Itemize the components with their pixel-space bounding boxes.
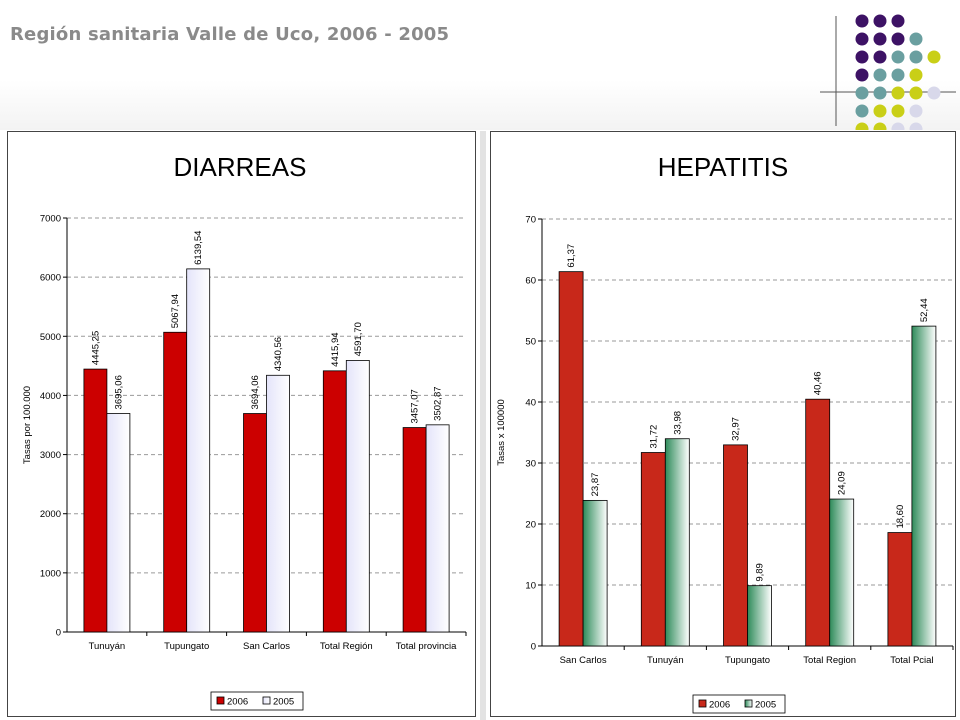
bar-2006 xyxy=(243,413,267,633)
data-label: 3502,87 xyxy=(433,386,444,420)
y-tick-label: 70 xyxy=(525,215,536,226)
bar-2006 xyxy=(322,370,347,633)
data-label: 24,09 xyxy=(837,471,848,495)
legend-swatch-2006 xyxy=(698,699,707,708)
chart-panel-hepatitis: HEPATITIS 0 10 20 30 40 50 60 70 Tasas x 100000 Sa… xyxy=(490,131,956,717)
decorative-dot xyxy=(873,32,887,46)
decorative-dot xyxy=(873,50,887,64)
bar-2006 xyxy=(558,271,584,647)
data-label: 40,46 xyxy=(813,371,824,395)
decorative-dot xyxy=(855,50,869,64)
chart-panel-diarreas: DIARREAS 0 1000 2000 3000 4000 5000 6000 7000 Tas… xyxy=(7,131,476,717)
decorative-dot xyxy=(909,32,923,46)
bar-2005 xyxy=(829,498,855,647)
x-tick-label: San Carlos xyxy=(560,655,607,666)
legend-label: 2005 xyxy=(755,700,776,711)
decorative-dot xyxy=(891,50,905,64)
slide-title: Región sanitaria Valle de Uco, 2006 - 20… xyxy=(10,24,450,45)
bar-2005 xyxy=(747,585,772,647)
y-tick-label: 10 xyxy=(525,581,536,592)
legend-label: 2005 xyxy=(273,697,294,708)
bar-2006 xyxy=(723,444,748,647)
x-tick-label: San Carlos xyxy=(243,641,290,652)
y-tick-label: 0 xyxy=(531,642,536,653)
data-label: 32,97 xyxy=(731,417,742,441)
y-tick-label: 50 xyxy=(525,337,536,348)
bar-2005 xyxy=(582,499,608,647)
x-tick-label: Total Pcial xyxy=(890,655,933,666)
decorative-dot xyxy=(909,50,923,64)
bar-2006 xyxy=(805,398,831,647)
data-label: 4340,56 xyxy=(273,337,284,371)
data-label: 52,44 xyxy=(919,298,930,322)
bar-2005 xyxy=(345,360,370,633)
decorative-dot xyxy=(927,50,941,64)
legend-swatch-2006 xyxy=(216,696,225,705)
x-tick-label: Tupungato xyxy=(164,641,209,652)
data-label: 9,89 xyxy=(755,563,766,582)
chart-title: HEPATITIS xyxy=(658,152,789,182)
x-tick-label: Tupungato xyxy=(725,655,770,666)
decorative-dot xyxy=(891,14,905,28)
bar-2005 xyxy=(186,268,211,633)
y-tick-label: 2000 xyxy=(40,509,61,520)
bar-2005 xyxy=(425,424,450,633)
chart-title: DIARREAS xyxy=(174,152,307,182)
x-tick-label: Tunuyán xyxy=(89,641,126,652)
y-tick-label: 4000 xyxy=(40,391,61,402)
decorative-dot xyxy=(855,32,869,46)
legend-box xyxy=(210,691,304,711)
data-label: 33,98 xyxy=(672,411,683,435)
hepatitis-chart: HEPATITIS 0 10 20 30 40 50 60 70 Tasas x 100000 Sa… xyxy=(496,152,954,714)
data-label: 3457,07 xyxy=(410,389,421,423)
bar-2005 xyxy=(266,374,290,633)
y-tick-label: 20 xyxy=(525,520,536,531)
y-tick-label: 3000 xyxy=(40,450,61,461)
legend-swatch-2005 xyxy=(744,699,753,708)
data-label: 4445,25 xyxy=(90,331,101,365)
bar-2005 xyxy=(911,325,937,647)
data-label: 6139,54 xyxy=(193,231,204,265)
diarreas-chart: DIARREAS 0 1000 2000 3000 4000 5000 6000 7000 Tas… xyxy=(22,152,467,711)
data-label: 3695,06 xyxy=(113,375,124,409)
x-tick-label: Total provincia xyxy=(396,641,457,652)
legend-label: 2006 xyxy=(227,697,248,708)
title-band xyxy=(0,80,960,130)
data-label: 3694,06 xyxy=(250,375,261,409)
decorative-dot xyxy=(873,14,887,28)
data-label: 61,37 xyxy=(566,244,577,268)
y-tick-label: 0 xyxy=(56,628,61,639)
data-label: 4415,94 xyxy=(330,332,341,366)
legend-label: 2006 xyxy=(709,700,730,711)
bar-2005 xyxy=(106,413,131,633)
bar-2006 xyxy=(83,368,108,633)
y-tick-label: 40 xyxy=(525,398,536,409)
panel-separator xyxy=(480,131,486,720)
data-label: 4591,70 xyxy=(353,322,364,356)
bar-2006 xyxy=(887,532,913,647)
y-axis-label: Tasas por 100.000 xyxy=(22,386,33,464)
data-label: 31,72 xyxy=(648,425,659,449)
bar-2006 xyxy=(640,452,666,647)
decorative-dot xyxy=(891,32,905,46)
bar-2006 xyxy=(402,427,427,633)
bar-2006 xyxy=(163,331,188,633)
legend-swatch-2005 xyxy=(262,696,271,705)
y-tick-label: 7000 xyxy=(40,214,61,225)
legend-box xyxy=(692,694,786,714)
data-label: 5067,94 xyxy=(170,294,181,328)
y-tick-label: 1000 xyxy=(40,568,61,579)
x-tick-label: Tunuyán xyxy=(647,655,684,666)
data-label: 23,87 xyxy=(590,473,601,497)
y-tick-label: 60 xyxy=(525,276,536,287)
x-tick-label: Total Region xyxy=(803,655,856,666)
y-tick-label: 30 xyxy=(525,459,536,470)
y-axis-label: Tasas x 100000 xyxy=(496,399,507,466)
x-tick-label: Total Región xyxy=(320,641,373,652)
y-tick-label: 6000 xyxy=(40,273,61,284)
data-label: 18,60 xyxy=(895,505,906,529)
y-tick-label: 5000 xyxy=(40,332,61,343)
decorative-dot xyxy=(855,14,869,28)
bar-2005 xyxy=(664,438,690,647)
